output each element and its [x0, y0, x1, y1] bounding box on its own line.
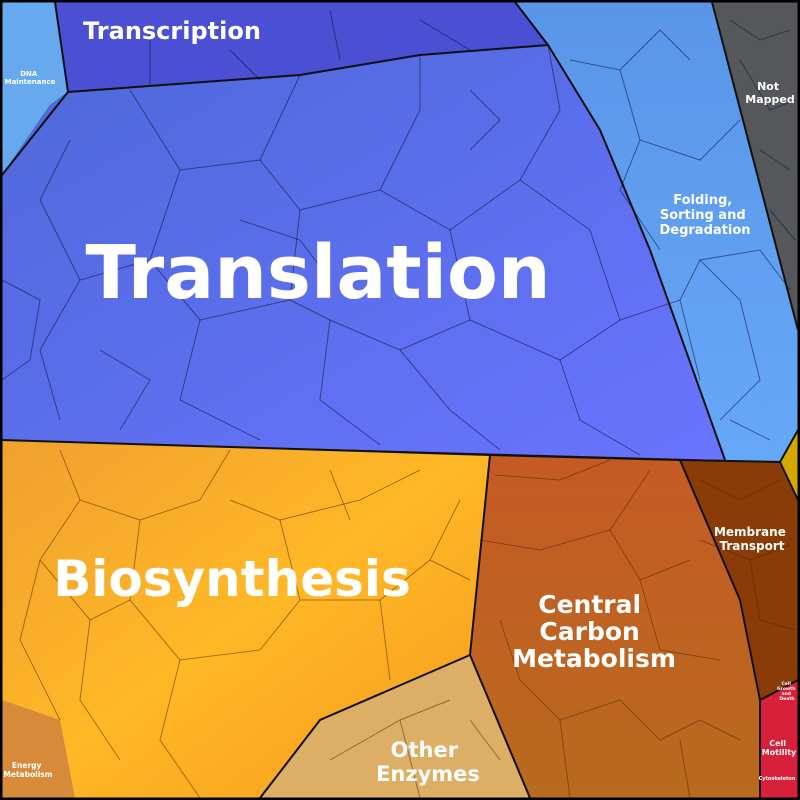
region-biosynthesis [2, 440, 490, 798]
region-energy-metabolism [2, 700, 75, 798]
folding-cells [569, 29, 791, 441]
label-not-mapped: Not Mapped [745, 80, 794, 106]
label-translation: Translation [85, 230, 550, 316]
region-central-carbon [470, 455, 760, 798]
label-folding: Folding, Sorting and Degradation [659, 193, 750, 238]
label-biosynthesis: Biosynthesis [53, 550, 411, 608]
region-transcription [55, 2, 548, 92]
region-translation [2, 45, 725, 460]
biosynthesis-cells [19, 449, 471, 799]
ccm-cells [479, 459, 741, 799]
region-membrane-transport [680, 460, 798, 700]
label-central-carbon: Central Carbon Metabolism [512, 590, 676, 673]
label-other-enzymes: Other Enzymes [376, 738, 480, 786]
translation-cells [1, 44, 701, 456]
region-yellow-sliver [780, 430, 798, 500]
region-dna-maintenance [2, 2, 68, 175]
label-dna-maintenance: DNA Maintenance [5, 70, 56, 86]
notmapped-cells [729, 19, 796, 241]
label-cell-motility: Cell Motility [762, 739, 797, 757]
region-folding [515, 2, 798, 462]
region-other-enzymes [260, 655, 530, 798]
other-enzymes-cells [329, 699, 501, 799]
label-energy-metabolism: Energy Metabolism [3, 761, 52, 779]
label-transcription: Transcription [83, 17, 261, 45]
label-cell-growth: Cell Growth and Death [777, 681, 797, 702]
region-cell-motility [760, 680, 798, 798]
label-membrane-transport: Membrane Transport [714, 525, 790, 553]
label-cytoskeleton: Cytoskeleton [759, 776, 796, 782]
transcription-cells [149, 9, 471, 85]
